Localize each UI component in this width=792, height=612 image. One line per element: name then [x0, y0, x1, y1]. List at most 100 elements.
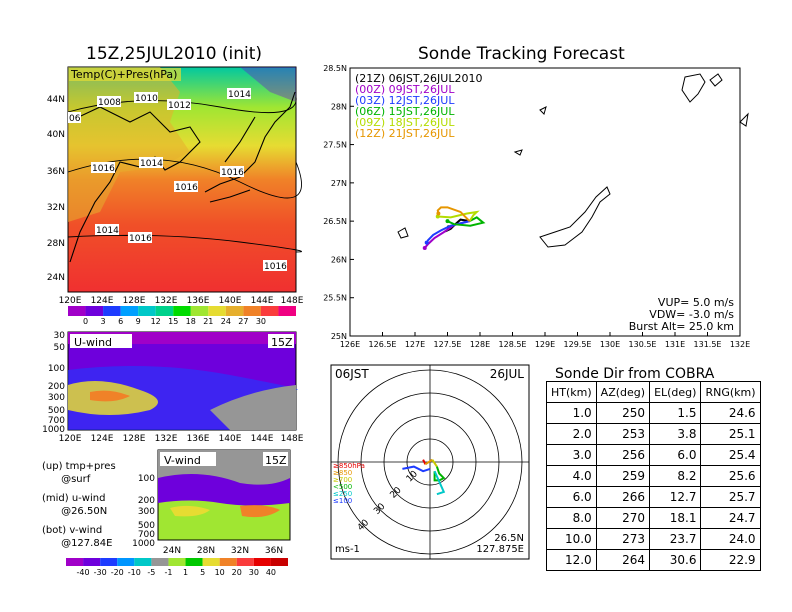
table-cell: 270	[595, 507, 651, 529]
track-line	[437, 210, 480, 222]
hodograph-segment	[424, 458, 433, 466]
colorbar-tick: 3	[101, 317, 106, 324]
wind-colorbar: -40 -30 -20 -10 -5 -1 1 5 10 20 30 40	[66, 558, 288, 577]
colorbar-tick: 21	[203, 317, 213, 324]
hodograph-legend-entry: ≤250	[333, 490, 352, 498]
map-field-label: Temp(C)+Pres(hPa)	[70, 68, 177, 81]
table-cell: 12.7	[649, 486, 702, 508]
table-row: 8.0 270 18.1 24.7	[546, 507, 761, 529]
lon-tick: 128E	[123, 296, 146, 306]
track-x-tick: 129E	[535, 340, 555, 349]
p-tick: 100	[138, 474, 155, 484]
colorbar-swatch	[120, 306, 139, 316]
lon-tick: 140E	[219, 296, 242, 306]
track-x-tick: 130.5E	[629, 340, 657, 349]
track-annotation: VUP= 5.0 m/s VDW= -3.0 m/s Burst Alt= 25…	[629, 296, 735, 333]
temperature-map: 1008 1010 1012 1014 1014 1016 1016 1016 …	[47, 66, 304, 324]
hodograph-series	[402, 458, 446, 496]
table-header-cell: EL(deg)	[649, 381, 702, 403]
track-axes: 126E 126.5E 127E 127.5E 128E 128.5E 129E 129.5E…	[323, 64, 750, 349]
lat-tick-labels: 44N 40N 36N 32N 28N 24N	[47, 95, 65, 283]
p-tick: 1000	[42, 425, 65, 435]
table-cell: 10.0	[546, 528, 597, 550]
track-legend: (21Z) 06JST,26JUL2010(00Z) 09JST,26JUL(0…	[355, 72, 482, 140]
table-cell: 25.1	[700, 423, 761, 445]
colorbar-swatch	[243, 306, 261, 316]
lon-tick: 132E	[155, 296, 178, 306]
legend-up: (up) tmp+pres @surf	[42, 461, 116, 485]
v-wind-time: 15Z	[265, 454, 287, 467]
wind-colorbar-swatch	[66, 558, 84, 566]
table-cell: 23.7	[649, 528, 702, 550]
annotation-vup: VUP= 5.0 m/s	[658, 296, 734, 309]
isobar-label: 1014	[228, 90, 251, 100]
colorbar-tick: 6	[118, 317, 123, 324]
track-end-point	[422, 245, 427, 250]
isobar-label: 1010	[135, 94, 158, 104]
colorbar-tick: 24	[221, 317, 231, 324]
p-tick: 200	[48, 382, 65, 392]
colorbar-tick: 15	[168, 317, 178, 324]
hodograph-segment	[433, 466, 446, 482]
colorbar-swatch	[85, 306, 104, 316]
colorbar-swatch	[225, 306, 244, 316]
lon-tick: 136E	[187, 434, 210, 444]
colorbar-tick: 18	[186, 317, 196, 324]
wind-colorbar-swatch	[168, 558, 186, 566]
u-wind-label: U-wind	[74, 336, 112, 349]
wind-colorbar-tick: 10	[215, 568, 225, 577]
v-wind-label: V-wind	[164, 454, 201, 467]
lat-tick: 32N	[231, 546, 249, 556]
wind-colorbar-tick: 20	[232, 568, 242, 577]
table-header-cell: AZ(deg)	[595, 381, 651, 403]
colorbar-swatch	[68, 306, 86, 316]
lon-tick: 136E	[187, 296, 210, 306]
wind-colorbar-tick: -1	[164, 568, 172, 577]
table-row: 3.0 256 6.0 25.4	[546, 444, 761, 466]
colorbar-swatch	[103, 306, 121, 316]
track-x-tick: 129.5E	[564, 340, 592, 349]
lon-tick: 144E	[251, 434, 274, 444]
p-tick: 300	[48, 393, 65, 403]
track-y-tick: 27N	[331, 179, 347, 188]
table-row: 12.0 264 30.6 22.9	[546, 549, 761, 571]
table-cell: 256	[595, 444, 651, 466]
hodograph-segment	[433, 470, 446, 496]
table-cell: 24.6	[700, 402, 761, 424]
wind-colorbar-swatch	[236, 558, 254, 566]
colorbar-swatch	[208, 306, 226, 316]
track-y-tick: 28N	[331, 102, 347, 111]
colorbar-swatch	[173, 306, 191, 316]
wind-colorbar-swatch	[100, 558, 118, 566]
wind-colorbar-swatch	[270, 558, 288, 566]
isobar-label: 1016	[175, 183, 198, 193]
table-cell: 4.0	[546, 465, 597, 487]
hodograph-legend-entry: ≥700	[333, 476, 352, 484]
track-x-tick: 132E	[730, 340, 750, 349]
lon-tick: 124E	[91, 296, 114, 306]
p-tick: 30	[54, 331, 66, 341]
track-legend-entry: (06Z) 15JST,26JUL	[355, 105, 455, 118]
hodograph-legend-entry: ≤100	[333, 497, 352, 505]
temperature-colorbar	[68, 306, 296, 316]
track-series	[422, 206, 486, 250]
hodograph-segment	[402, 465, 431, 473]
track-y-tick: 26N	[331, 255, 347, 264]
table-cell: 25.7	[700, 486, 761, 508]
table-cell: 1.5	[649, 402, 702, 424]
hodograph-lon: 127.875E	[476, 544, 524, 555]
annotation-burst: Burst Alt= 25.0 km	[629, 320, 734, 333]
wind-colorbar-swatch	[83, 558, 101, 566]
table-cell: 266	[595, 486, 651, 508]
lon-tick: 140E	[219, 434, 242, 444]
table-row: 1.0 250 1.5 24.6	[546, 402, 761, 424]
wind-colorbar-swatch	[253, 558, 271, 566]
track-legend-entry: (12Z) 21JST,26JUL	[355, 127, 455, 140]
lat-tick: 24N	[163, 546, 181, 556]
table-cell: 12.0	[546, 549, 597, 571]
table-row: 6.0 266 12.7 25.7	[546, 486, 761, 508]
table-cell: 259	[595, 465, 651, 487]
track-x-tick: 126E	[340, 340, 360, 349]
colorbar-tick: 27	[238, 317, 248, 324]
